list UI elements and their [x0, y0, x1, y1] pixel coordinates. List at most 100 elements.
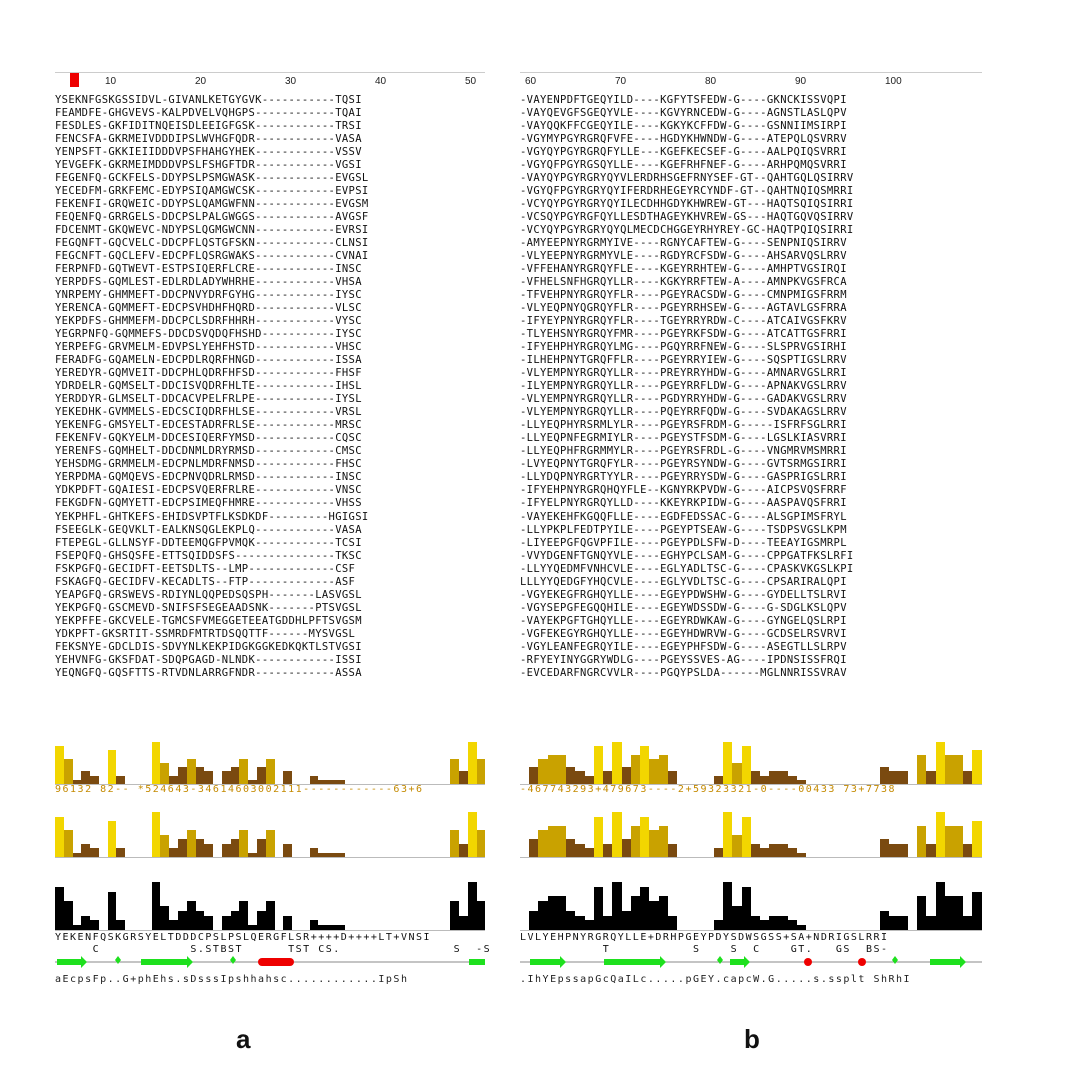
sequence-row: YEHSDMG-GRMMELM-EDCPNLMDRFNMSD----------…: [55, 458, 362, 471]
histogram-bar: [318, 852, 328, 857]
sequence-row: YEKPGFQ-GSCMEVD-SNIFSFSEGEAADSNK-------P…: [55, 601, 362, 614]
histogram-bar: [169, 775, 178, 784]
sequence-row: -VGYQYPGYRGRQFYLLE---KGEFKECSEF-G----AAL…: [520, 146, 847, 159]
sequence-row: -IFYEHPNYRGRQHQYFLE--KGNYRKPVDW-G----AIC…: [520, 484, 847, 497]
histogram-bar: [584, 848, 594, 857]
secondary-structure-track: [55, 956, 485, 968]
histogram-bar: [880, 767, 890, 784]
histogram-bar: [972, 891, 982, 930]
histogram-bar: [556, 825, 567, 857]
panel-label-b: b: [744, 1024, 760, 1054]
quality-histogram: [55, 812, 486, 858]
histogram-bar: [797, 852, 807, 857]
sequence-row: FSEPQFQ-GHSQSFE-ETTSQIDDSFS-------------…: [55, 549, 362, 562]
histogram-bar: [880, 839, 890, 857]
sequence-row: FEGQNFT-GQCVELC-DDCPFLQSTGFSKN----------…: [55, 237, 369, 250]
histogram-bar: [889, 771, 899, 784]
sequence-row: LLLYYQEDGFYHQCVLE----EGLYVDLTSC-G----CPS…: [520, 575, 847, 588]
histogram-bar: [458, 843, 468, 857]
histogram-bar: [566, 767, 576, 784]
sequence-row: -EVCEDARFNGRCVVLR----PGQYPSLDA------MGLN…: [520, 666, 847, 679]
histogram-bar: [713, 920, 724, 930]
histogram-bar: [944, 825, 955, 857]
histogram-bar: [575, 843, 585, 857]
histogram-bar: [889, 915, 899, 930]
histogram-bar: [723, 882, 733, 930]
histogram-bar: [649, 758, 659, 784]
histogram-bar: [797, 779, 807, 784]
histogram-bar: [750, 843, 761, 857]
ruler-label: 20: [195, 76, 207, 87]
histogram-bar: [723, 812, 733, 857]
histogram-bar: [630, 825, 641, 857]
histogram-bar: [963, 843, 973, 857]
histogram-bar: [336, 852, 345, 857]
histogram-bar: [667, 915, 677, 930]
sequence-row: YEGRPNFQ-GQMMEFS-DDCDSVQDQFHSHD---------…: [55, 328, 362, 341]
histogram-bar: [713, 848, 724, 857]
sequence-row: -LLYPKPLFEDTPYILE----PGEYPTSEAW-G----TSD…: [520, 523, 847, 536]
histogram-bar: [256, 767, 266, 784]
ruler: 10 20 30 40 50: [55, 72, 485, 95]
sequence-row: YSEKNFGSKGSSIDVL-GIVANLKETGYGVK---------…: [55, 94, 362, 106]
consensus-sequence: LVLYEHPNYRGRQYLLE+DRHPGEYPDYSDWSGSS+SA+N…: [520, 932, 889, 943]
histogram-bar: [917, 825, 927, 857]
histogram-bar: [640, 746, 650, 784]
histogram-bar: [90, 920, 99, 930]
histogram-bar: [538, 758, 548, 784]
histogram-bar: [556, 896, 567, 930]
histogram-bar: [769, 843, 779, 857]
sequence-row: -VLYEEPNYRGRMYVLE----RGDYRCFSDW-G----AHS…: [520, 250, 847, 263]
histogram-bar: [954, 896, 964, 930]
consensus-footer: aEcpsFp..G+phEhs.sDsssIpshhahsc.........…: [55, 974, 409, 985]
sequence-row: FEQENFQ-GRRGELS-DDCPSLPALGWGGS----------…: [55, 211, 369, 224]
histogram-bar: [566, 910, 576, 930]
sequence-row: -VAYEKPGFTGHQYLLE----EGEYRDWKAW-G----GYN…: [520, 614, 847, 627]
sequence-row: -VCYQYPGYRGRYQYILECDHHGDYKHWREW-GT---HAQ…: [520, 198, 854, 211]
consensus-sequence: YEKENFQSKGRSYELTDDDCPSLPSLQERGFLSR++++D+…: [55, 932, 432, 943]
histogram-bar: [778, 771, 788, 784]
sequence-row: YEQNGFQ-GQSFTTS-RTVDNLARRGFNDR----------…: [55, 666, 362, 679]
histogram-bar: [612, 812, 622, 857]
sequence-row: -LLYDQPNYRGRTYYLR----PGEYRRYSDW-G----GAS…: [520, 471, 847, 484]
sequence-row: YDRDELR-GQMSELT-DDCISVQDRFHLTE----------…: [55, 380, 362, 393]
sequence-row: -VGYSEPGFEGQQHILE----EGEYWDSSDW-G----G-S…: [520, 601, 847, 614]
sequence-row: YNRPEMY-GHMMEFT-DDCPNVYDRFGYHG----------…: [55, 289, 362, 302]
histogram-bar: [204, 915, 214, 930]
histogram-bar: [603, 843, 613, 857]
histogram-bar: [177, 767, 187, 784]
sequence-row: -ILHEHPNYTGRQFFLR----PGEYRRYIEW-G----SQS…: [520, 354, 847, 367]
histogram-bar: [787, 920, 798, 930]
sequence-row: -VAYEKEHFKGQQFLLE----EGDFEDSSAC-G----ALS…: [520, 510, 847, 523]
histogram-bar: [741, 886, 751, 930]
histogram-bar: [160, 763, 170, 784]
histogram-bar: [221, 843, 231, 857]
histogram-bar: [116, 920, 126, 930]
sequence-row: FSKAGFQ-GECIDFV-KECADLTS--FTP-----------…: [55, 575, 356, 588]
sequence-row: YDKPFT-GKSRTIT-SSMRDFMTRTDSQQTTF------MY…: [55, 627, 356, 640]
sequence-row: FTEPEGL-GLLNSYF-DDTEEMQGFPVMQK----------…: [55, 536, 362, 549]
ruler-label: 80: [705, 76, 717, 87]
histogram-bar: [593, 886, 604, 930]
histogram-bar: [309, 920, 319, 930]
histogram-bar: [55, 816, 64, 857]
histogram-bar: [256, 839, 266, 857]
ruler-label: 70: [615, 76, 627, 87]
histogram-bar: [177, 839, 187, 857]
histogram-bar: [898, 771, 908, 784]
histogram-bar: [529, 839, 539, 857]
secondary-structure-track: [520, 956, 982, 968]
histogram-bar: [336, 779, 345, 784]
histogram-bar: [898, 843, 908, 857]
histogram-bar: [55, 746, 64, 784]
alignment-rows: -VAYENPDFTGEQYILD----KGFYTSFEDW-G----GKN…: [520, 94, 982, 680]
histogram-bar: [898, 915, 908, 930]
histogram-bar: [547, 896, 557, 930]
histogram-bar: [169, 848, 178, 857]
sequence-row: -LLYEQPHYRSRMLYLR----PGEYRSFRDM-G-----IS…: [520, 419, 847, 432]
ruler-label: 40: [375, 76, 387, 87]
sequence-row: -LIYEEPGFQGVPFILE----PGEYPDLSFW-D----TEE…: [520, 536, 847, 549]
histogram-bar: [327, 779, 336, 784]
histogram-bar: [778, 843, 788, 857]
histogram-bar: [917, 896, 927, 930]
